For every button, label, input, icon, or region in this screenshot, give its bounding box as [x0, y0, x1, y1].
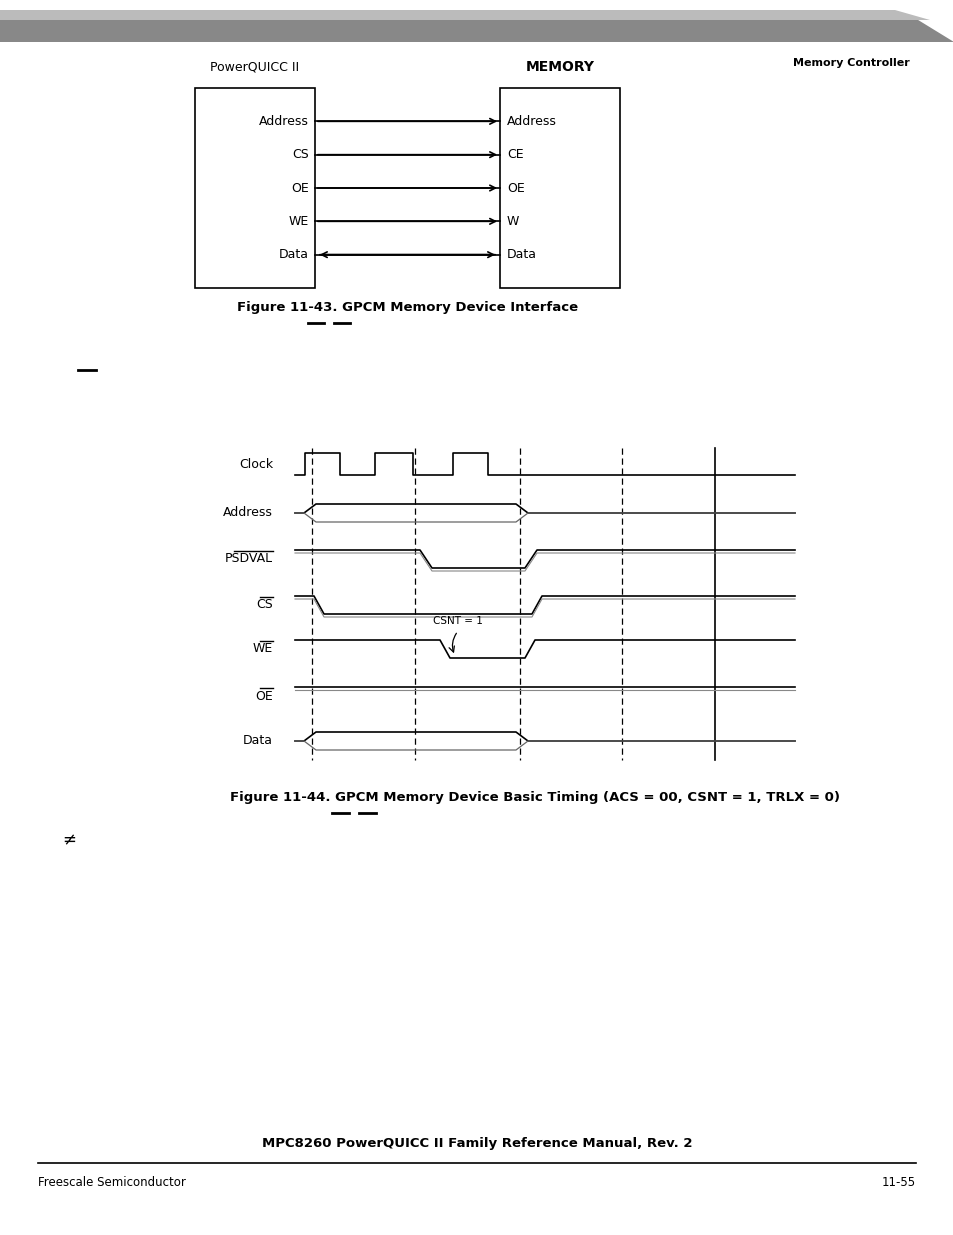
Text: ≠: ≠: [62, 831, 76, 848]
Text: Freescale Semiconductor: Freescale Semiconductor: [38, 1176, 186, 1188]
Text: Data: Data: [506, 248, 537, 261]
Text: Clock: Clock: [238, 457, 273, 471]
Text: Data: Data: [278, 248, 309, 261]
Text: WE: WE: [289, 215, 309, 227]
Text: CS: CS: [256, 599, 273, 611]
Text: Figure 11-44. GPCM Memory Device Basic Timing (ACS = 00, CSNT = 1, TRLX = 0): Figure 11-44. GPCM Memory Device Basic T…: [230, 792, 840, 804]
Bar: [194, 88, 314, 288]
Polygon shape: [0, 15, 953, 42]
Text: MEMORY: MEMORY: [525, 61, 594, 74]
Text: CE: CE: [506, 148, 523, 161]
Text: Address: Address: [506, 115, 557, 128]
Text: CS: CS: [292, 148, 309, 161]
Polygon shape: [0, 10, 929, 20]
Text: Address: Address: [223, 506, 273, 520]
Text: Data: Data: [243, 735, 273, 747]
Text: Address: Address: [259, 115, 309, 128]
Text: WE: WE: [253, 642, 273, 656]
Text: OE: OE: [506, 182, 524, 194]
Text: OE: OE: [291, 182, 309, 194]
Text: CSNT = 1: CSNT = 1: [433, 616, 482, 626]
Text: OE: OE: [255, 689, 273, 703]
Text: Figure 11-43. GPCM Memory Device Interface: Figure 11-43. GPCM Memory Device Interfa…: [236, 301, 578, 315]
Text: 11-55: 11-55: [881, 1176, 915, 1188]
Text: Memory Controller: Memory Controller: [792, 58, 909, 68]
Text: PowerQUICC II: PowerQUICC II: [211, 61, 299, 74]
Bar: [499, 88, 619, 288]
Text: W: W: [506, 215, 518, 227]
Text: MPC8260 PowerQUICC II Family Reference Manual, Rev. 2: MPC8260 PowerQUICC II Family Reference M…: [261, 1136, 692, 1150]
Text: PSDVAL: PSDVAL: [225, 552, 273, 566]
